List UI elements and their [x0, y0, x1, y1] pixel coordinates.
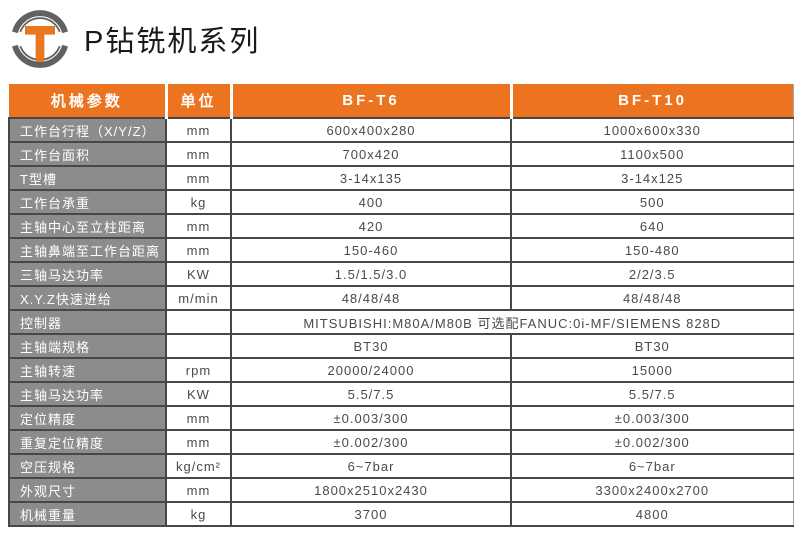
param-cell: 主轴马达功率: [8, 381, 167, 407]
table-row: 主轴鼻端至工作台距离 mm 150-460 150-480: [8, 237, 794, 263]
param-cell: 工作台面积: [8, 141, 167, 167]
table-row: 三轴马达功率 KW 1.5/1.5/3.0 2/2/3.5: [8, 261, 794, 287]
unit-cell: kg/cm²: [165, 453, 232, 479]
value-cell-t6: 6~7bar: [230, 453, 512, 479]
table-row-controller: 控制器 MITSUBISHI:M80A/M80B 可选配FANUC:0i-MF/…: [8, 309, 794, 335]
value-cell-t6: BT30: [230, 333, 512, 359]
value-cell-t6: 3-14x135: [230, 165, 512, 191]
value-cell-t10: 3300x2400x2700: [510, 477, 794, 503]
value-cell-t10: 640: [510, 213, 794, 239]
param-cell: 主轴鼻端至工作台距离: [8, 237, 167, 263]
param-cell: 主轴中心至立柱距离: [8, 213, 167, 239]
value-cell-t10: 2/2/3.5: [510, 261, 794, 287]
unit-cell: kg: [165, 189, 232, 215]
unit-cell: [165, 333, 232, 359]
value-cell-t10: ±0.002/300: [510, 429, 794, 455]
brand-logo-icon: [12, 10, 68, 68]
unit-cell: mm: [165, 141, 232, 167]
param-cell: 外观尺寸: [8, 477, 167, 503]
unit-cell: mm: [165, 477, 232, 503]
value-cell-t6: 48/48/48: [230, 285, 512, 311]
param-cell: 三轴马达功率: [8, 261, 167, 287]
value-cell-t6: 700x420: [230, 141, 512, 167]
unit-cell: mm: [165, 213, 232, 239]
table-row: X.Y.Z快速进给 m/min 48/48/48 48/48/48: [8, 285, 794, 311]
col-header-param: 机械参数: [9, 84, 166, 118]
value-cell-t10: 150-480: [510, 237, 794, 263]
table-row: 定位精度 mm ±0.003/300 ±0.003/300: [8, 405, 794, 431]
value-cell-t6: 1800x2510x2430: [230, 477, 512, 503]
table-row: 机械重量 kg 3700 4800: [8, 501, 794, 527]
value-cell-t6: 20000/24000: [230, 357, 512, 383]
param-cell: 空压规格: [8, 453, 167, 479]
unit-cell: KW: [165, 261, 232, 287]
table-row: 主轴马达功率 KW 5.5/7.5 5.5/7.5: [8, 381, 794, 407]
value-cell-t10: 15000: [510, 357, 794, 383]
table-row: 外观尺寸 mm 1800x2510x2430 3300x2400x2700: [8, 477, 794, 503]
param-cell: 主轴端规格: [8, 333, 167, 359]
unit-cell: KW: [165, 381, 232, 407]
value-cell-t10: 6~7bar: [510, 453, 794, 479]
unit-cell: rpm: [165, 357, 232, 383]
table-row: 主轴端规格 BT30 BT30: [8, 333, 794, 359]
value-cell-t6: 150-460: [230, 237, 512, 263]
value-cell-t10: 5.5/7.5: [510, 381, 794, 407]
spec-table: 机械参数 单位 BF-T6 BF-T10 工作台行程（X/Y/Z） mm 600…: [8, 84, 794, 527]
table-row: 重复定位精度 mm ±0.002/300 ±0.002/300: [8, 429, 794, 455]
col-header-bf-t6: BF-T6: [229, 84, 511, 118]
value-cell-t6: 400: [230, 189, 512, 215]
page-title: P钻铣机系列: [84, 26, 261, 58]
table-row: 工作台面积 mm 700x420 1100x500: [8, 141, 794, 167]
value-cell-t10: 3-14x125: [510, 165, 794, 191]
table-row: 工作台承重 kg 400 500: [8, 189, 794, 215]
table-row: 工作台行程（X/Y/Z） mm 600x400x280 1000x600x330: [8, 117, 794, 143]
unit-cell: kg: [165, 501, 232, 527]
unit-cell: mm: [165, 117, 232, 143]
value-cell-t6: ±0.002/300: [230, 429, 512, 455]
value-cell-t6: 420: [230, 213, 512, 239]
value-cell-t10: 1000x600x330: [510, 117, 794, 143]
value-cell-merged: MITSUBISHI:M80A/M80B 可选配FANUC:0i-MF/SIEM…: [230, 309, 794, 335]
table-header-row: 机械参数 单位 BF-T6 BF-T10: [9, 84, 793, 118]
param-cell: 重复定位精度: [8, 429, 167, 455]
unit-cell: mm: [165, 429, 232, 455]
value-cell-t10: 48/48/48: [510, 285, 794, 311]
col-header-unit: 单位: [164, 84, 231, 118]
param-cell: X.Y.Z快速进给: [8, 285, 167, 311]
col-header-bf-t10: BF-T10: [509, 84, 793, 118]
table-row: 主轴中心至立柱距离 mm 420 640: [8, 213, 794, 239]
table-row: 空压规格 kg/cm² 6~7bar 6~7bar: [8, 453, 794, 479]
param-cell: 工作台行程（X/Y/Z）: [8, 117, 167, 143]
unit-cell: [165, 309, 232, 335]
value-cell-t6: 3700: [230, 501, 512, 527]
value-cell-t10: 1100x500: [510, 141, 794, 167]
value-cell-t10: BT30: [510, 333, 794, 359]
page-header: P钻铣机系列: [0, 0, 800, 78]
unit-cell: mm: [165, 405, 232, 431]
value-cell-t10: 500: [510, 189, 794, 215]
unit-cell: mm: [165, 165, 232, 191]
unit-cell: m/min: [165, 285, 232, 311]
param-cell: 主轴转速: [8, 357, 167, 383]
param-cell: 控制器: [8, 309, 167, 335]
param-cell: 机械重量: [8, 501, 167, 527]
unit-cell: mm: [165, 237, 232, 263]
value-cell-t6: 600x400x280: [230, 117, 512, 143]
value-cell-t6: 1.5/1.5/3.0: [230, 261, 512, 287]
value-cell-t6: ±0.003/300: [230, 405, 512, 431]
table-row: T型槽 mm 3-14x135 3-14x125: [8, 165, 794, 191]
param-cell: 工作台承重: [8, 189, 167, 215]
param-cell: 定位精度: [8, 405, 167, 431]
value-cell-t10: 4800: [510, 501, 794, 527]
param-cell: T型槽: [8, 165, 167, 191]
value-cell-t10: ±0.003/300: [510, 405, 794, 431]
value-cell-t6: 5.5/7.5: [230, 381, 512, 407]
table-row: 主轴转速 rpm 20000/24000 15000: [8, 357, 794, 383]
